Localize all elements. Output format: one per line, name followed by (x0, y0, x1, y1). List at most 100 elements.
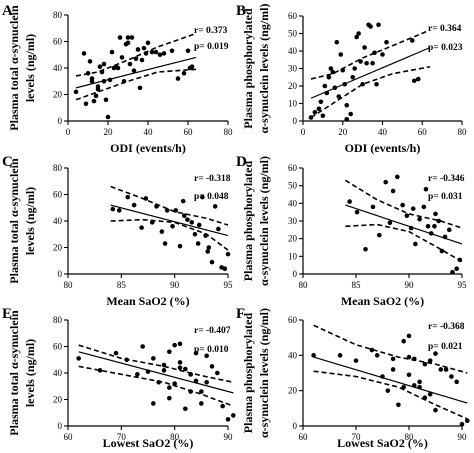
y-tick-label-a: 80 (53, 10, 63, 20)
data-point-a (161, 51, 167, 56)
data-point-e (97, 368, 103, 373)
data-point-b (316, 106, 322, 112)
data-point-f (401, 338, 407, 344)
data-point-b (352, 66, 357, 71)
data-point-f (412, 383, 417, 388)
x-tick-label-d: 90 (405, 280, 415, 290)
data-point-c (181, 213, 187, 218)
data-point-d (457, 257, 463, 263)
data-point-e (183, 366, 188, 372)
x-tick-label-e: 80 (170, 432, 180, 442)
data-point-b (318, 99, 324, 105)
data-point-b (368, 24, 373, 29)
r-value-d: r= -0.346 (428, 174, 465, 184)
data-point-a (95, 86, 101, 92)
data-point-c (159, 229, 165, 234)
data-point-b (350, 74, 355, 80)
x-axis-title-b: ODI (events/h) (345, 141, 421, 155)
y-tick-label-c: 40 (53, 216, 63, 226)
data-point-e (183, 406, 188, 412)
data-point-a (83, 101, 89, 107)
data-point-a (153, 49, 159, 55)
ci-lower-line-a (75, 68, 197, 101)
x-tick-label-f: 80 (405, 432, 415, 442)
data-point-b (356, 31, 361, 36)
data-point-d (377, 232, 382, 238)
regression-line-f (313, 356, 468, 404)
data-point-b (334, 39, 340, 45)
data-point-b (342, 81, 348, 87)
y-axis-title-f-line1: Plasma phosphorylated (241, 313, 255, 434)
data-point-f (385, 388, 391, 393)
p-value-a: p= 0.019 (194, 42, 229, 52)
y-tick-label-e: 80 (53, 315, 63, 325)
data-point-f (396, 402, 401, 408)
x-tick-label-d: 85 (352, 280, 362, 290)
x-axis-title-c: Mean SaO2 (%) (106, 294, 189, 308)
data-point-a (81, 51, 87, 56)
y-tick-label-b: 60 (288, 11, 298, 21)
data-point-b (412, 78, 417, 84)
data-point-b (384, 39, 389, 45)
data-point-e (140, 344, 145, 349)
data-point-e (215, 370, 220, 376)
p-value-f: p= 0.021 (428, 342, 463, 352)
data-point-a (117, 35, 123, 40)
y-tick-label-b: 30 (288, 64, 298, 74)
data-point-d (370, 204, 376, 210)
data-point-b (330, 69, 336, 75)
data-point-a (145, 40, 151, 46)
x-tick-label-b: 80 (458, 127, 468, 137)
data-point-f (443, 367, 449, 372)
data-point-a (129, 35, 135, 40)
y-tick-label-b: 40 (288, 46, 298, 56)
data-point-b (328, 66, 334, 71)
data-point-a (101, 61, 107, 67)
data-point-e (177, 341, 183, 347)
y-axis-title-f-line2: α-synuclein levels (ng/ml) (257, 308, 271, 438)
data-point-e (151, 401, 156, 406)
data-point-d (432, 224, 437, 229)
y-tick-label-c: 20 (53, 243, 63, 253)
data-point-a (139, 57, 145, 63)
data-point-f (412, 356, 417, 362)
data-point-e (113, 350, 119, 356)
data-point-c (185, 217, 190, 222)
y-tick-label-a: 40 (53, 63, 63, 73)
y-axis-title-a-line1: Plasma total α-synuclein (7, 5, 21, 131)
data-point-a (125, 40, 131, 46)
y-tick-label-e: 20 (53, 395, 63, 405)
data-point-f (401, 384, 407, 390)
y-tick-label-f: 60 (288, 315, 298, 325)
y-tick-label-d: 10 (288, 251, 298, 261)
data-point-c (116, 208, 122, 213)
data-point-e (193, 378, 199, 384)
data-point-f (427, 391, 433, 397)
x-tick-label-f: 70 (352, 432, 362, 442)
data-point-f (422, 395, 428, 401)
y-tick-label-c: 60 (53, 190, 63, 200)
data-point-b (312, 109, 318, 115)
data-point-e (193, 350, 199, 356)
data-point-f (390, 356, 396, 362)
data-point-a (141, 45, 147, 51)
ci-upper-line-b (310, 29, 431, 80)
data-point-d (433, 211, 438, 217)
data-point-b (372, 50, 377, 56)
x-tick-label-b: 60 (418, 127, 428, 137)
data-point-b (380, 52, 385, 57)
y-tick-label-c: 80 (53, 163, 63, 173)
data-point-f (374, 353, 380, 358)
data-point-a (97, 64, 103, 69)
data-point-a (115, 65, 121, 71)
data-point-f (406, 354, 412, 360)
x-axis-title-f: Lowest SaO2 (%) (337, 436, 428, 450)
data-point-d (363, 246, 368, 252)
data-point-e (177, 360, 183, 365)
data-point-e (151, 356, 156, 361)
ci-upper-line-d (344, 179, 463, 229)
y-tick-label-d: 40 (288, 198, 298, 208)
